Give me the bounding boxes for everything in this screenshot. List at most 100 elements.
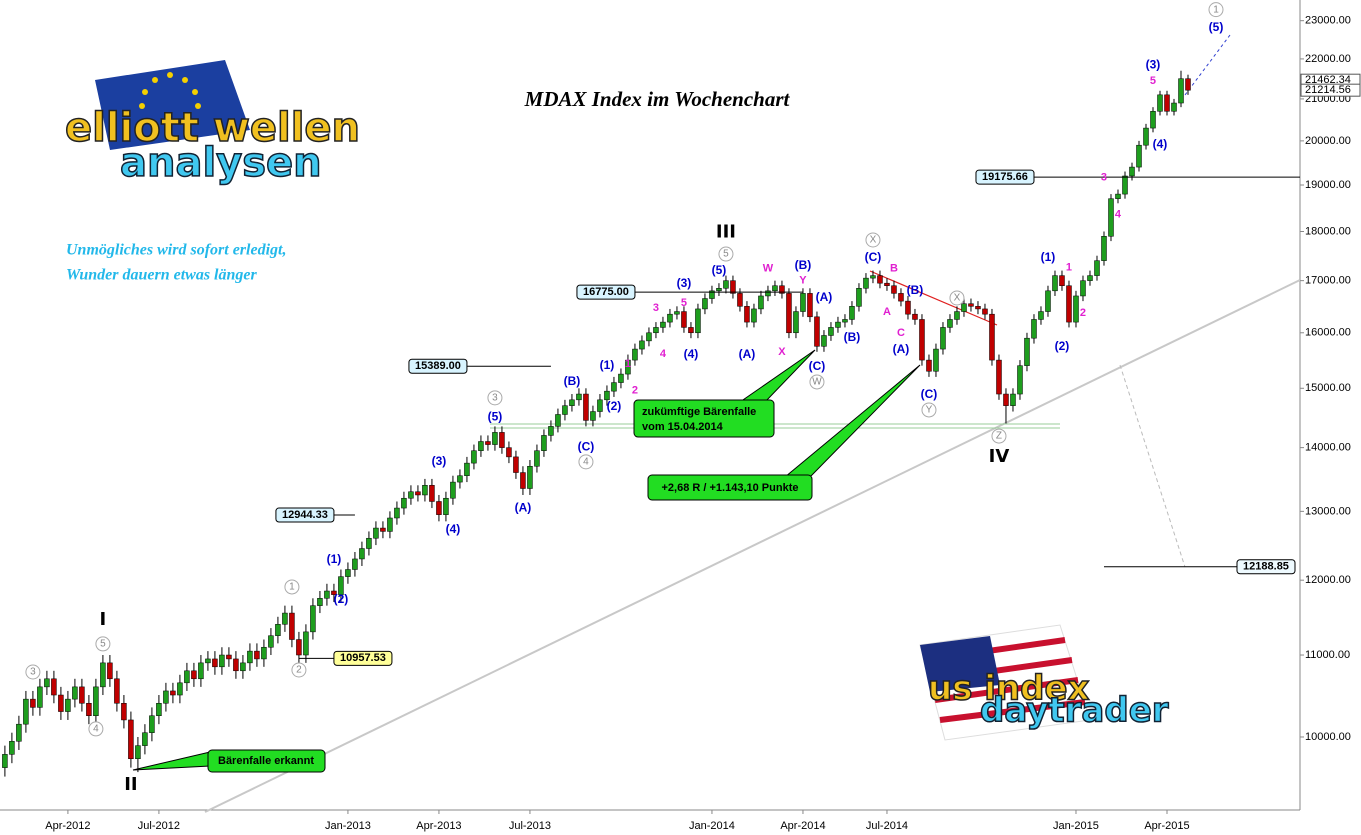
wave-circle — [95, 636, 111, 652]
x-tick-label: Apr-2014 — [780, 820, 825, 832]
candle-body — [1017, 365, 1023, 395]
motto: Unmögliches wird sofort erledigt, — [66, 242, 286, 259]
y-tick-label: 10000.00 — [1305, 731, 1351, 743]
candle-body — [478, 441, 484, 451]
candle-body — [800, 293, 806, 312]
candle-body — [625, 359, 631, 375]
callout-pointer — [783, 364, 921, 478]
price-label-box — [333, 650, 393, 666]
candle-body — [1171, 102, 1177, 112]
candle-body — [835, 321, 841, 328]
candle-body — [135, 745, 141, 760]
candle-body — [884, 282, 890, 286]
candle-body — [261, 646, 267, 660]
wave-circle — [487, 390, 503, 406]
candle-body — [37, 686, 43, 708]
candle-body — [730, 280, 736, 294]
candle-body — [310, 605, 316, 633]
candle-body — [639, 340, 645, 350]
candle-body — [1010, 393, 1016, 406]
candle-body — [492, 432, 498, 445]
candle-body — [457, 475, 463, 483]
wave-label: A — [883, 306, 891, 318]
candle-body — [387, 517, 393, 532]
callout-text: vom 15.04.2014 — [642, 421, 724, 433]
wave-label: (2) — [334, 592, 349, 606]
y-tick-label: 23000.00 — [1305, 15, 1351, 27]
candle-body — [646, 332, 652, 342]
candle-body — [989, 313, 995, 361]
price-tag: 21462.34 — [1305, 74, 1351, 86]
wave-label: B — [890, 263, 898, 275]
motto: Wunder dauern etwas länger — [66, 267, 257, 284]
callout-text: +2,68 R / +1.143,10 Punkte — [662, 482, 799, 494]
candle-body — [296, 639, 302, 656]
candle-body — [345, 569, 351, 577]
wave-label: 1 — [625, 358, 631, 370]
wave-label: IV — [989, 446, 1010, 467]
callout-box — [633, 399, 775, 438]
x-tick-label: Jul-2014 — [866, 820, 908, 832]
candle-body — [471, 450, 477, 464]
candle-body — [674, 311, 680, 315]
price-label-box — [1236, 559, 1296, 575]
candle-body — [177, 682, 183, 696]
wave-label: 5 — [681, 297, 687, 309]
candle-body — [275, 624, 281, 636]
candle-body — [198, 662, 204, 680]
wave-label: Y — [926, 405, 933, 416]
candle-body — [583, 393, 589, 421]
candle-body — [240, 662, 246, 672]
candle-body — [681, 311, 687, 328]
candle-body — [51, 678, 57, 696]
candle-body — [1003, 393, 1009, 406]
candle-body — [856, 288, 862, 307]
wave-circle — [284, 579, 300, 595]
x-tick-label: Jan-2013 — [325, 820, 371, 832]
candle-body — [1115, 193, 1121, 199]
candle-body — [954, 311, 960, 320]
candle-body — [695, 308, 701, 334]
candle-body — [107, 662, 113, 680]
y-tick-label: 16000.00 — [1305, 327, 1351, 339]
candle-body — [590, 411, 596, 421]
candle-body — [450, 481, 456, 499]
x-tick-label: Apr-2012 — [45, 820, 90, 832]
candle-body — [779, 285, 785, 294]
candle-body — [905, 300, 911, 315]
logo-text: elliott wellen — [65, 105, 360, 151]
price-tag-box — [1300, 83, 1361, 97]
wave-circle — [578, 454, 594, 470]
candle-body — [212, 658, 218, 668]
candle-body — [359, 548, 365, 560]
candle-body — [268, 635, 274, 648]
candle-body — [191, 670, 197, 680]
candle-body — [828, 327, 834, 336]
wave-label: (B) — [795, 258, 812, 272]
wave-label: (5) — [488, 409, 503, 423]
candle-body — [814, 316, 820, 347]
wave-label: (4) — [1153, 137, 1168, 151]
candle-body — [1143, 127, 1149, 146]
candle-body — [394, 507, 400, 519]
wave-label: (2) — [1055, 339, 1070, 353]
candle-body — [226, 654, 232, 660]
wave-label: (2) — [607, 399, 622, 413]
callout-box — [647, 474, 813, 501]
price-label: 15389.00 — [415, 360, 461, 372]
candle-body — [114, 678, 120, 704]
y-tick-label: 22000.00 — [1305, 53, 1351, 65]
wave-label: X — [954, 293, 961, 304]
candle-body — [1150, 111, 1156, 129]
wave-label: (A) — [515, 500, 532, 514]
price-label: 19175.66 — [982, 171, 1028, 183]
wave-label: (C) — [865, 250, 882, 264]
candle-body — [30, 698, 36, 708]
candle-body — [534, 450, 540, 467]
candle-body — [163, 690, 169, 704]
y-tick-label: 11000.00 — [1305, 649, 1350, 661]
wave-circle — [718, 246, 734, 262]
candle-body — [373, 527, 379, 539]
callout-text: Bärenfalle erkannt — [218, 755, 314, 767]
candle-body — [982, 308, 988, 315]
